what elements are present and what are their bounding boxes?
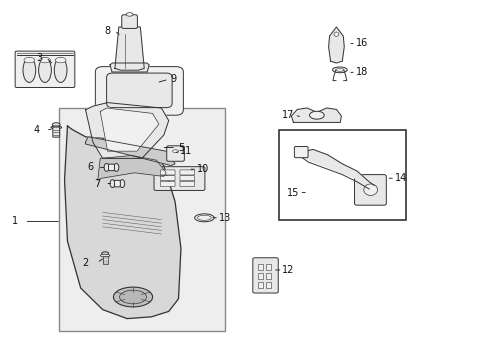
Ellipse shape xyxy=(363,184,377,195)
Ellipse shape xyxy=(126,13,133,16)
Ellipse shape xyxy=(39,58,51,82)
Text: 18: 18 xyxy=(355,67,367,77)
Bar xyxy=(258,273,263,279)
Text: 7: 7 xyxy=(95,179,101,189)
Text: 17: 17 xyxy=(282,110,294,120)
FancyBboxPatch shape xyxy=(114,180,120,187)
Bar xyxy=(258,282,263,288)
Polygon shape xyxy=(85,137,175,166)
FancyBboxPatch shape xyxy=(160,181,175,186)
Ellipse shape xyxy=(333,32,338,36)
Ellipse shape xyxy=(24,57,35,63)
Polygon shape xyxy=(85,103,168,158)
Polygon shape xyxy=(328,27,344,63)
Ellipse shape xyxy=(172,150,178,153)
FancyBboxPatch shape xyxy=(354,175,386,205)
Polygon shape xyxy=(98,156,166,180)
Polygon shape xyxy=(64,126,181,319)
FancyBboxPatch shape xyxy=(53,127,60,137)
Ellipse shape xyxy=(309,111,324,119)
Text: 9: 9 xyxy=(170,74,176,84)
FancyBboxPatch shape xyxy=(160,170,175,175)
Text: 8: 8 xyxy=(104,26,110,36)
FancyBboxPatch shape xyxy=(180,176,194,181)
Bar xyxy=(265,282,270,288)
Ellipse shape xyxy=(335,68,343,71)
Bar xyxy=(278,130,405,220)
Text: 3: 3 xyxy=(36,53,42,63)
Ellipse shape xyxy=(54,58,67,82)
Ellipse shape xyxy=(102,252,108,255)
Ellipse shape xyxy=(120,180,124,188)
Ellipse shape xyxy=(55,57,66,63)
Bar xyxy=(102,256,107,264)
FancyBboxPatch shape xyxy=(122,15,137,28)
FancyBboxPatch shape xyxy=(166,146,184,161)
FancyBboxPatch shape xyxy=(95,67,183,115)
Text: 11: 11 xyxy=(179,146,192,156)
Polygon shape xyxy=(110,63,149,72)
FancyBboxPatch shape xyxy=(108,164,114,171)
FancyBboxPatch shape xyxy=(160,176,175,181)
Text: 6: 6 xyxy=(87,162,93,172)
Polygon shape xyxy=(115,27,144,70)
Polygon shape xyxy=(300,149,373,185)
Bar xyxy=(265,273,270,279)
Ellipse shape xyxy=(104,163,109,171)
Ellipse shape xyxy=(194,214,214,222)
Ellipse shape xyxy=(51,126,61,129)
Ellipse shape xyxy=(52,123,60,126)
Text: 1: 1 xyxy=(12,216,18,226)
Ellipse shape xyxy=(23,58,36,82)
FancyBboxPatch shape xyxy=(15,51,75,87)
Bar xyxy=(265,264,270,270)
Text: 12: 12 xyxy=(282,265,294,275)
Ellipse shape xyxy=(113,287,152,307)
Text: 10: 10 xyxy=(196,164,209,174)
Ellipse shape xyxy=(40,57,50,63)
Polygon shape xyxy=(100,108,159,151)
Polygon shape xyxy=(291,108,341,122)
Ellipse shape xyxy=(332,67,346,73)
Text: 2: 2 xyxy=(82,258,88,268)
Text: 4: 4 xyxy=(34,125,40,135)
Ellipse shape xyxy=(197,215,211,220)
Ellipse shape xyxy=(114,163,119,171)
Bar xyxy=(258,264,263,270)
Text: 5: 5 xyxy=(178,143,183,153)
Ellipse shape xyxy=(119,290,146,304)
Text: 13: 13 xyxy=(218,213,231,223)
FancyBboxPatch shape xyxy=(180,181,194,186)
FancyBboxPatch shape xyxy=(180,170,194,175)
Ellipse shape xyxy=(110,180,115,188)
FancyBboxPatch shape xyxy=(106,73,172,108)
Text: 14: 14 xyxy=(394,173,407,183)
Ellipse shape xyxy=(100,254,110,257)
FancyBboxPatch shape xyxy=(294,147,307,158)
Bar xyxy=(59,108,224,331)
Text: 15: 15 xyxy=(286,188,299,198)
FancyBboxPatch shape xyxy=(154,167,204,190)
Text: 16: 16 xyxy=(355,38,367,48)
FancyBboxPatch shape xyxy=(252,258,278,293)
